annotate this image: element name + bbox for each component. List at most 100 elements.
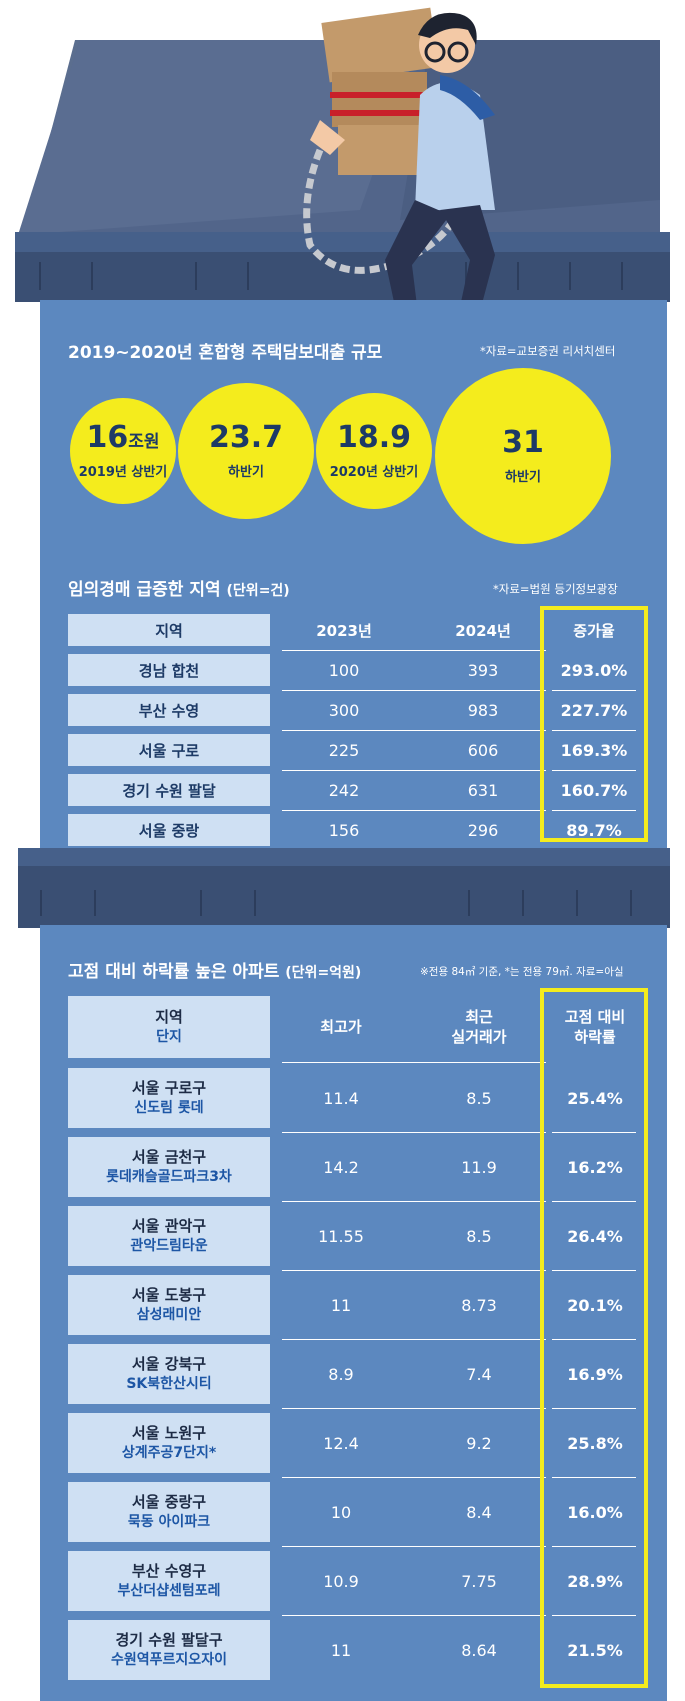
apartment-row-region: 서울 중랑구 묵동 아이파크	[68, 1482, 270, 1542]
apartment-row-complex: SK북한산시티	[126, 1375, 212, 1392]
auction-row-2023: 225	[328, 740, 360, 760]
auction-highlight-box	[540, 606, 648, 842]
auction-header-line	[282, 650, 546, 651]
auction-row-line	[282, 690, 546, 691]
apartment-row-line-drop	[552, 1201, 636, 1202]
auction-row-line-inc	[552, 810, 636, 811]
apartment-row-complex: 삼성래미안	[136, 1306, 202, 1323]
apartment-row-recent: 7.4	[466, 1364, 492, 1384]
apartment-row-region-name: 서울 노원구	[131, 1424, 207, 1443]
auction-row-2023: 300	[328, 700, 360, 720]
auction-row-2024: 631	[467, 780, 499, 800]
apartment-row-line	[282, 1270, 546, 1271]
apartment-row-peak: 10	[330, 1502, 352, 1522]
apartment-row-line	[282, 1477, 546, 1478]
apartment-row-drop: 25.8%	[567, 1433, 623, 1453]
apartment-row-recent: 8.64	[461, 1640, 497, 1660]
apartment-row-drop: 20.1%	[567, 1295, 623, 1315]
circle-2020-h1: 18.9 2020년 상반기	[316, 393, 432, 509]
apartment-row-complex: 부산더샵센텀포레	[117, 1582, 221, 1599]
apartment-row-region: 서울 노원구 상계주공7단지*	[68, 1413, 270, 1473]
apartment-row-line-drop	[552, 1132, 636, 1133]
apartment-row-recent: 8.73	[461, 1295, 497, 1315]
apartment-header-drop: 고점 대비 하락률	[546, 996, 644, 1058]
circle-2019-h1-unit: 조원	[128, 431, 160, 452]
circle-2020-h2-label: 하반기	[505, 469, 541, 485]
apartment-row-drop: 16.9%	[567, 1364, 623, 1384]
auction-row-increase: 160.7%	[560, 780, 628, 800]
auction-row-line-inc	[552, 690, 636, 691]
apartment-row-region-name: 서울 강북구	[131, 1355, 207, 1374]
apartment-header-region: 지역 단지	[68, 996, 270, 1058]
apartment-title: 고점 대비 하락률 높은 아파트 (단위=억원)	[68, 957, 361, 982]
apartment-header-peak: 최고가	[320, 1017, 362, 1036]
auction-unit: (단위=건)	[226, 583, 290, 599]
circle-2020-h1-value: 18.9	[336, 419, 412, 455]
auction-row-2023: 100	[328, 660, 360, 680]
apartment-row-line-drop	[552, 1339, 636, 1340]
apartment-row-drop: 16.2%	[567, 1157, 623, 1177]
apartment-row-drop: 26.4%	[567, 1226, 623, 1246]
auction-row-2024: 393	[467, 660, 499, 680]
apartment-row-region-name: 부산 수영구	[131, 1562, 207, 1581]
auction-header-2024: 2024년	[455, 621, 511, 640]
apartment-row-region: 부산 수영구 부산더샵센텀포레	[68, 1551, 270, 1611]
apartment-header-line	[282, 1062, 546, 1063]
apartment-row-recent: 8.5	[466, 1226, 492, 1246]
loan-source: *자료=교보증권 리서치센터	[480, 344, 616, 358]
roof-illustration	[15, 7, 670, 310]
circle-2020-h1-label: 2020년 상반기	[329, 464, 419, 480]
auction-row-line	[282, 730, 546, 731]
apartment-row-line	[282, 1132, 546, 1133]
loan-title: 2019~2020년 혼합형 주택담보대출 규모	[68, 343, 383, 363]
apartment-row-drop: 25.4%	[567, 1088, 623, 1108]
circle-2019-h2: 23.7 하반기	[178, 383, 314, 519]
apartment-row-peak: 11	[330, 1640, 352, 1660]
apartment-row-drop: 16.0%	[567, 1502, 623, 1522]
apartment-row-peak: 11	[330, 1295, 352, 1315]
apartment-row-region-name: 서울 구로구	[131, 1079, 207, 1098]
apartment-row-region-name: 서울 도봉구	[131, 1286, 207, 1305]
apartment-row-complex: 롯데캐슬골드파크3차	[106, 1168, 232, 1185]
auction-row-2023: 242	[328, 780, 360, 800]
apartment-row-line	[282, 1546, 546, 1547]
auction-row-2023: 156	[328, 820, 360, 840]
apartment-header-recent-line1: 최근	[465, 1007, 493, 1026]
auction-row-region: 부산 수영	[68, 694, 270, 726]
auction-row-region: 경기 수원 팔달	[68, 774, 270, 806]
apartment-row-complex: 수원역푸르지오자이	[111, 1651, 227, 1668]
apartment-row-complex: 묵동 아이파크	[127, 1513, 211, 1530]
apartment-header-drop-line1: 고점 대비	[564, 1007, 626, 1026]
auction-row-increase: 293.0%	[560, 660, 628, 680]
auction-row-increase: 89.7%	[566, 820, 622, 840]
apartment-row-line-drop	[552, 1546, 636, 1547]
apartment-row-region: 서울 구로구 신도림 롯데	[68, 1068, 270, 1128]
auction-source: *자료=법원 등기정보광장	[493, 582, 618, 596]
apartment-row-complex: 신도림 롯데	[134, 1099, 204, 1116]
apartment-row-line-drop	[552, 1270, 636, 1271]
apartment-highlight-box	[540, 988, 648, 1688]
apartment-row-region: 서울 도봉구 삼성래미안	[68, 1275, 270, 1335]
auction-row-2024: 296	[467, 820, 499, 840]
apartment-unit: (단위=억원)	[285, 965, 362, 981]
apartment-row-recent: 8.4	[466, 1502, 492, 1522]
apartment-row-drop: 21.5%	[567, 1640, 623, 1660]
auction-row-2024: 606	[467, 740, 499, 760]
apartment-row-drop: 28.9%	[567, 1571, 623, 1591]
apartment-header-recent-line2: 실거래가	[451, 1028, 507, 1046]
auction-header-region: 지역	[68, 614, 270, 646]
circle-2020-h2-value: 31	[502, 424, 544, 460]
apartment-row-region-name: 서울 금천구	[131, 1148, 207, 1167]
apartment-row-region: 서울 금천구 롯데캐슬골드파크3차	[68, 1137, 270, 1197]
apartment-row-line-drop	[552, 1615, 636, 1616]
apartment-row-peak: 12.4	[323, 1433, 359, 1453]
circle-2019-h1: 16조원 2019년 상반기	[70, 398, 176, 504]
circle-2019-h2-value: 23.7	[208, 419, 284, 455]
apartment-row-peak: 14.2	[323, 1157, 359, 1177]
apartment-row-complex: 상계주공7단지*	[121, 1444, 217, 1461]
apartment-source: ※전용 84㎡ 기준, *는 전용 79㎡. 자료=아실	[420, 966, 624, 978]
apartment-row-recent: 8.5	[466, 1088, 492, 1108]
apartment-row-line	[282, 1408, 546, 1409]
apartment-row-region: 서울 관악구 관악드림타운	[68, 1206, 270, 1266]
